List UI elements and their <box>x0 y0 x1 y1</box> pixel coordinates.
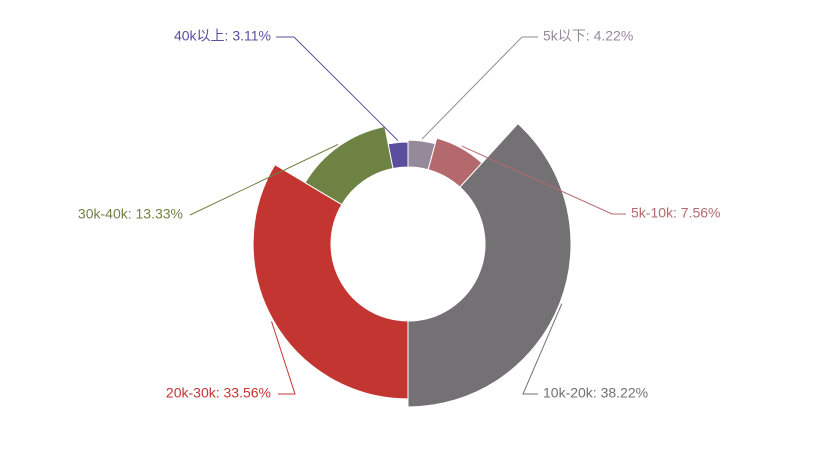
leader-line-20k-30k <box>271 321 296 395</box>
slice-label-30k-40k: 30k-40k: 13.33% <box>78 206 183 222</box>
slice-40k以上[interactable] <box>387 141 409 170</box>
leader-line-40k以上 <box>276 36 399 141</box>
slice-label-5k-10k: 5k-10k: 7.56% <box>631 205 721 221</box>
leader-line-5k以下 <box>421 36 538 140</box>
slice-10k-20k[interactable] <box>407 122 572 408</box>
leader-line-10k-20k <box>522 303 563 395</box>
slices-layer <box>252 122 572 408</box>
slice-20k-30k[interactable] <box>252 163 409 400</box>
slice-label-5k以下: 5k以下: 4.22% <box>543 28 633 44</box>
labels-layer: 5k以下: 4.22% 5k-10k: 7.56% 10k-20k: 38.22% 2… <box>78 28 721 401</box>
leader-lines-layer <box>189 36 626 395</box>
slice-label-40k以上: 40k以上: 3.11% <box>174 28 271 44</box>
slice-30k-40k[interactable] <box>304 125 394 206</box>
leader-line-5k-10k <box>461 145 626 215</box>
leader-line-30k-40k <box>189 144 339 216</box>
slice-label-10k-20k: 10k-20k: 38.22% <box>543 385 648 401</box>
slice-label-20k-30k: 20k-30k: 33.56% <box>166 385 271 401</box>
